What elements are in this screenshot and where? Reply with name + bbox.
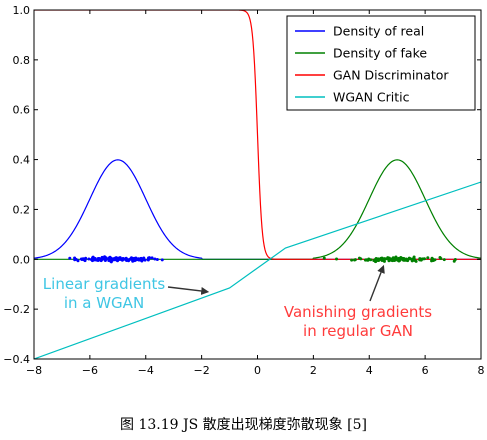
y-tick-label: 0.0 xyxy=(13,253,31,266)
scatter-point-fake xyxy=(391,256,395,260)
scatter-point-fake xyxy=(377,257,381,261)
y-tick-label: 0.8 xyxy=(13,54,31,67)
scatter-point-real xyxy=(83,259,87,263)
scatter-point-fake xyxy=(369,258,373,262)
scatter-point-real xyxy=(129,257,133,261)
scatter-point-real xyxy=(113,256,117,260)
chart: −8 −6 −4 −2 0 2 4 6 8−0.4−0.20.00.20.40.60.81.0 … xyxy=(3,4,484,377)
x-tick-label: 6 xyxy=(422,364,429,377)
scatter-point-real xyxy=(79,257,83,261)
scatter-point-fake xyxy=(453,258,457,262)
scatter-point-real xyxy=(99,258,103,262)
scatter-point-real xyxy=(104,257,108,261)
scatter-point-real xyxy=(84,256,88,260)
scatter-point-real xyxy=(91,255,95,259)
scatter-point-fake xyxy=(357,256,361,260)
annotation-text-0: in a WGAN xyxy=(64,294,144,312)
y-tick-label: 0.4 xyxy=(13,154,31,167)
annotation-text-1: Vanishing gradients xyxy=(284,303,432,321)
scatter-point-real xyxy=(139,257,143,261)
legend-label: Density of fake xyxy=(333,46,427,61)
scatter-point-real xyxy=(137,258,141,262)
scatter-point-fake xyxy=(442,258,446,262)
scatter-point-fake xyxy=(382,259,386,263)
scatter-point-fake xyxy=(433,258,437,262)
x-tick-label: −4 xyxy=(138,364,154,377)
y-tick-label: −0.4 xyxy=(3,353,30,366)
x-tick-label: 8 xyxy=(478,364,485,377)
annotation-text-1: in regular GAN xyxy=(303,322,413,340)
scatter-point-fake xyxy=(387,259,391,263)
x-tick-label: 2 xyxy=(310,364,317,377)
scatter-point-real xyxy=(118,257,122,261)
scatter-point-fake xyxy=(426,256,430,260)
scatter-point-real xyxy=(125,257,129,261)
scatter-point-real xyxy=(153,257,157,261)
x-tick-label: 4 xyxy=(366,364,373,377)
scatter-point-real xyxy=(160,258,164,262)
series-line-1 xyxy=(34,159,481,260)
scatter-point-real xyxy=(142,258,146,262)
scatter-point-real xyxy=(122,257,126,261)
x-tick-label: −2 xyxy=(194,364,210,377)
scatter-point-real xyxy=(132,256,136,260)
annotation-arrow-1 xyxy=(369,264,385,302)
plot-area xyxy=(34,10,481,359)
scatter-point-real xyxy=(92,258,96,262)
scatter-point-fake xyxy=(396,258,400,262)
scatter-point-real xyxy=(150,256,154,260)
scatter-point-fake xyxy=(380,256,384,260)
y-tick-label: 0.6 xyxy=(13,104,31,117)
series-line-0 xyxy=(34,159,481,260)
x-tick-label: 0 xyxy=(254,364,261,377)
figure-caption: 图 13.19 JS 散度出现梯度弥散现象 [5] xyxy=(120,417,367,433)
x-tick-label: −6 xyxy=(82,364,98,377)
axes: −8 −6 −4 −2 0 2 4 6 8 −0.4 −0.2 0.0 0.2 0.4 0.6 0.8 1.0 xyxy=(3,4,484,377)
scatter-point-real xyxy=(147,256,151,260)
scatter-point-fake xyxy=(418,258,422,262)
y-tick-label: −0.2 xyxy=(3,303,30,316)
series-line-3 xyxy=(34,181,481,359)
scatter-point-fake xyxy=(353,258,357,262)
scatter-point-real xyxy=(73,256,77,260)
x-tick-label: −8 xyxy=(26,364,42,377)
scatter-point-fake xyxy=(322,256,326,260)
scatter-point-fake xyxy=(430,257,434,261)
legend-label: WGAN Critic xyxy=(333,90,410,105)
scatter-point-real xyxy=(68,256,72,260)
scatter-point-fake xyxy=(350,258,354,262)
legend-label: Density of real xyxy=(333,24,424,39)
scatter-point-fake xyxy=(413,258,417,262)
legend: Density of real Density of fake GAN Discri… xyxy=(286,15,476,111)
annotation-text-0: Linear gradients xyxy=(43,275,166,293)
annotation-arrow-0 xyxy=(167,286,210,295)
scatter-point-real xyxy=(96,256,100,260)
legend-label: GAN Discriminator xyxy=(333,68,449,83)
scatter-point-real xyxy=(110,259,114,263)
y-tick-label: 0.2 xyxy=(13,203,31,216)
y-tick-label: 1.0 xyxy=(13,4,31,17)
scatter-point-fake xyxy=(364,258,368,262)
scatter-point-fake xyxy=(386,256,390,260)
scatter-point-fake xyxy=(438,256,442,260)
scatter-point-real xyxy=(87,257,91,261)
scatter-point-fake xyxy=(412,255,416,259)
scatter-point-fake xyxy=(402,258,406,262)
scatter-point-real xyxy=(155,258,159,262)
scatter-point-fake xyxy=(335,257,339,261)
scatter-point-real xyxy=(76,259,80,263)
scatter-point-fake xyxy=(404,258,408,262)
